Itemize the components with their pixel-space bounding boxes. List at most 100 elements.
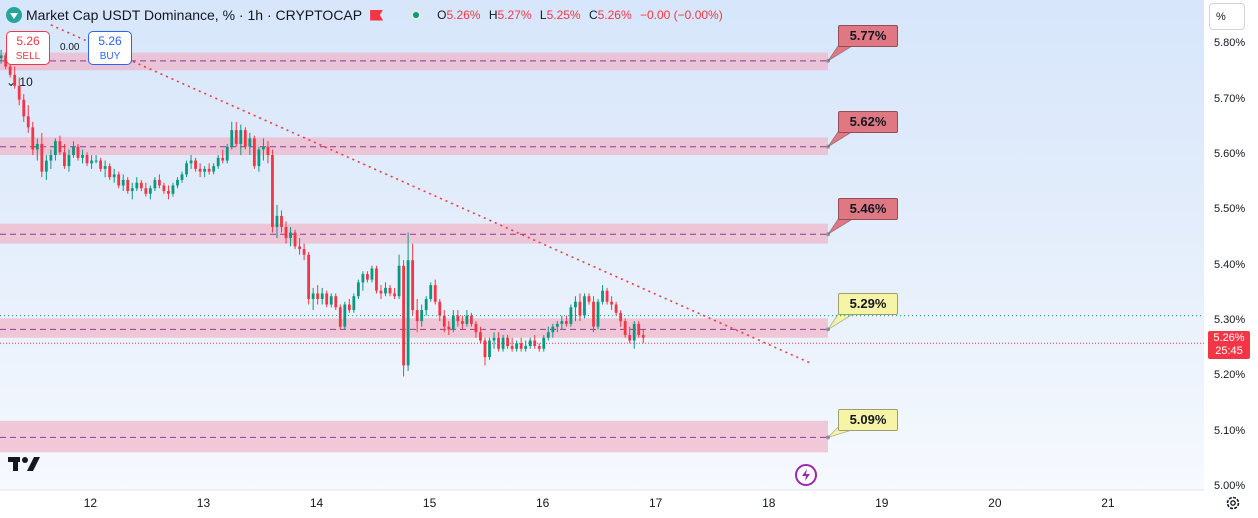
candle-body[interactable] — [180, 174, 184, 180]
tradingview-logo-icon[interactable] — [8, 457, 42, 478]
candle-body[interactable] — [632, 323, 636, 341]
candle-body[interactable] — [266, 146, 270, 156]
candle-body[interactable] — [479, 332, 482, 341]
candle-body[interactable] — [393, 293, 396, 297]
candle-body[interactable] — [262, 146, 265, 150]
candle-body[interactable] — [564, 321, 568, 324]
candle-body[interactable] — [221, 157, 225, 161]
candle-body[interactable] — [4, 55, 8, 67]
candle-body[interactable] — [592, 301, 595, 327]
candle-body[interactable] — [207, 168, 211, 172]
candle-body[interactable] — [361, 274, 365, 283]
candle-body[interactable] — [99, 160, 103, 169]
candle-body[interactable] — [429, 285, 433, 299]
candle-body[interactable] — [203, 168, 207, 172]
candle-body[interactable] — [0, 55, 3, 59]
candle-body[interactable] — [243, 130, 247, 147]
candle-body[interactable] — [302, 249, 306, 255]
candle-body[interactable] — [587, 296, 591, 302]
candle-body[interactable] — [510, 346, 514, 349]
candle-body[interactable] — [460, 321, 464, 324]
candle-body[interactable] — [252, 138, 256, 167]
candle-body[interactable] — [198, 168, 202, 172]
candle-body[interactable] — [85, 155, 89, 164]
candle-body[interactable] — [596, 301, 600, 327]
candle-body[interactable] — [289, 232, 292, 239]
candle-body[interactable] — [63, 152, 66, 167]
candle-body[interactable] — [601, 290, 604, 302]
candle-body[interactable] — [22, 99, 26, 117]
candle-body[interactable] — [135, 182, 139, 189]
candle-body[interactable] — [366, 274, 369, 280]
candle-body[interactable] — [578, 301, 582, 316]
candle-body[interactable] — [370, 268, 374, 280]
candle-body[interactable] — [465, 315, 469, 324]
candle-body[interactable] — [275, 215, 279, 228]
candle-body[interactable] — [185, 163, 188, 175]
candle-body[interactable] — [112, 174, 116, 178]
candle-body[interactable] — [560, 321, 564, 324]
candle-body[interactable] — [488, 340, 491, 358]
candle-body[interactable] — [234, 130, 238, 144]
candle-body[interactable] — [501, 337, 505, 349]
candle-body[interactable] — [492, 337, 496, 341]
candle-body[interactable] — [329, 296, 333, 305]
candle-body[interactable] — [537, 346, 541, 349]
candle-body[interactable] — [375, 268, 378, 291]
candle-body[interactable] — [519, 343, 523, 349]
candle-body[interactable] — [8, 66, 12, 75]
candle-body[interactable] — [628, 334, 632, 341]
candle-body[interactable] — [230, 130, 234, 147]
candle-body[interactable] — [35, 143, 39, 150]
candle-body[interactable] — [103, 166, 107, 169]
candle-body[interactable] — [406, 260, 410, 366]
candle-body[interactable] — [641, 334, 645, 338]
candle-body[interactable] — [474, 323, 478, 333]
candle-body[interactable] — [524, 346, 528, 349]
candle-body[interactable] — [176, 179, 179, 186]
symbol-title[interactable]: Market Cap USDT Dominance, % · 1h · CRYP… — [26, 7, 363, 23]
candle-body[interactable] — [614, 304, 618, 313]
candle-body[interactable] — [388, 287, 392, 294]
candle-body[interactable] — [551, 326, 555, 333]
candle-body[interactable] — [117, 174, 121, 186]
candle-body[interactable] — [53, 141, 57, 156]
candle-body[interactable] — [379, 290, 383, 294]
candle-body[interactable] — [356, 282, 360, 297]
candle-body[interactable] — [424, 298, 428, 311]
candle-body[interactable] — [555, 323, 559, 327]
lightning-icon[interactable] — [795, 464, 817, 486]
candle-body[interactable] — [338, 307, 342, 327]
level-zone[interactable] — [0, 318, 828, 338]
candle-body[interactable] — [257, 149, 261, 167]
level-zone[interactable] — [0, 137, 828, 156]
candle-body[interactable] — [415, 310, 419, 322]
candle-body[interactable] — [347, 304, 351, 311]
candle-body[interactable] — [94, 160, 98, 162]
candle-body[interactable] — [81, 155, 84, 158]
candle-body[interactable] — [76, 146, 80, 158]
candle-body[interactable] — [280, 215, 283, 228]
percent-scale-button[interactable]: % — [1209, 3, 1245, 30]
candle-body[interactable] — [298, 246, 301, 250]
candle-body[interactable] — [583, 296, 586, 316]
sell-button[interactable]: 5.26 SELL — [6, 31, 50, 65]
candle-body[interactable] — [67, 155, 71, 167]
candle-body[interactable] — [49, 155, 53, 161]
candle-body[interactable] — [189, 160, 193, 164]
candle-body[interactable] — [311, 293, 315, 299]
candle-body[interactable] — [402, 265, 405, 366]
candle-body[interactable] — [343, 304, 347, 327]
candle-body[interactable] — [442, 315, 446, 327]
gear-icon[interactable] — [1225, 495, 1241, 516]
trendline[interactable] — [50, 24, 810, 364]
candle-body[interactable] — [506, 337, 510, 347]
candle-body[interactable] — [248, 138, 252, 147]
candle-body[interactable] — [574, 301, 577, 308]
candle-body[interactable] — [194, 160, 197, 169]
candle-body[interactable] — [637, 323, 641, 335]
buy-button[interactable]: 5.26 BUY — [88, 31, 132, 65]
candle-body[interactable] — [320, 293, 324, 299]
plot-area[interactable] — [0, 0, 1204, 490]
